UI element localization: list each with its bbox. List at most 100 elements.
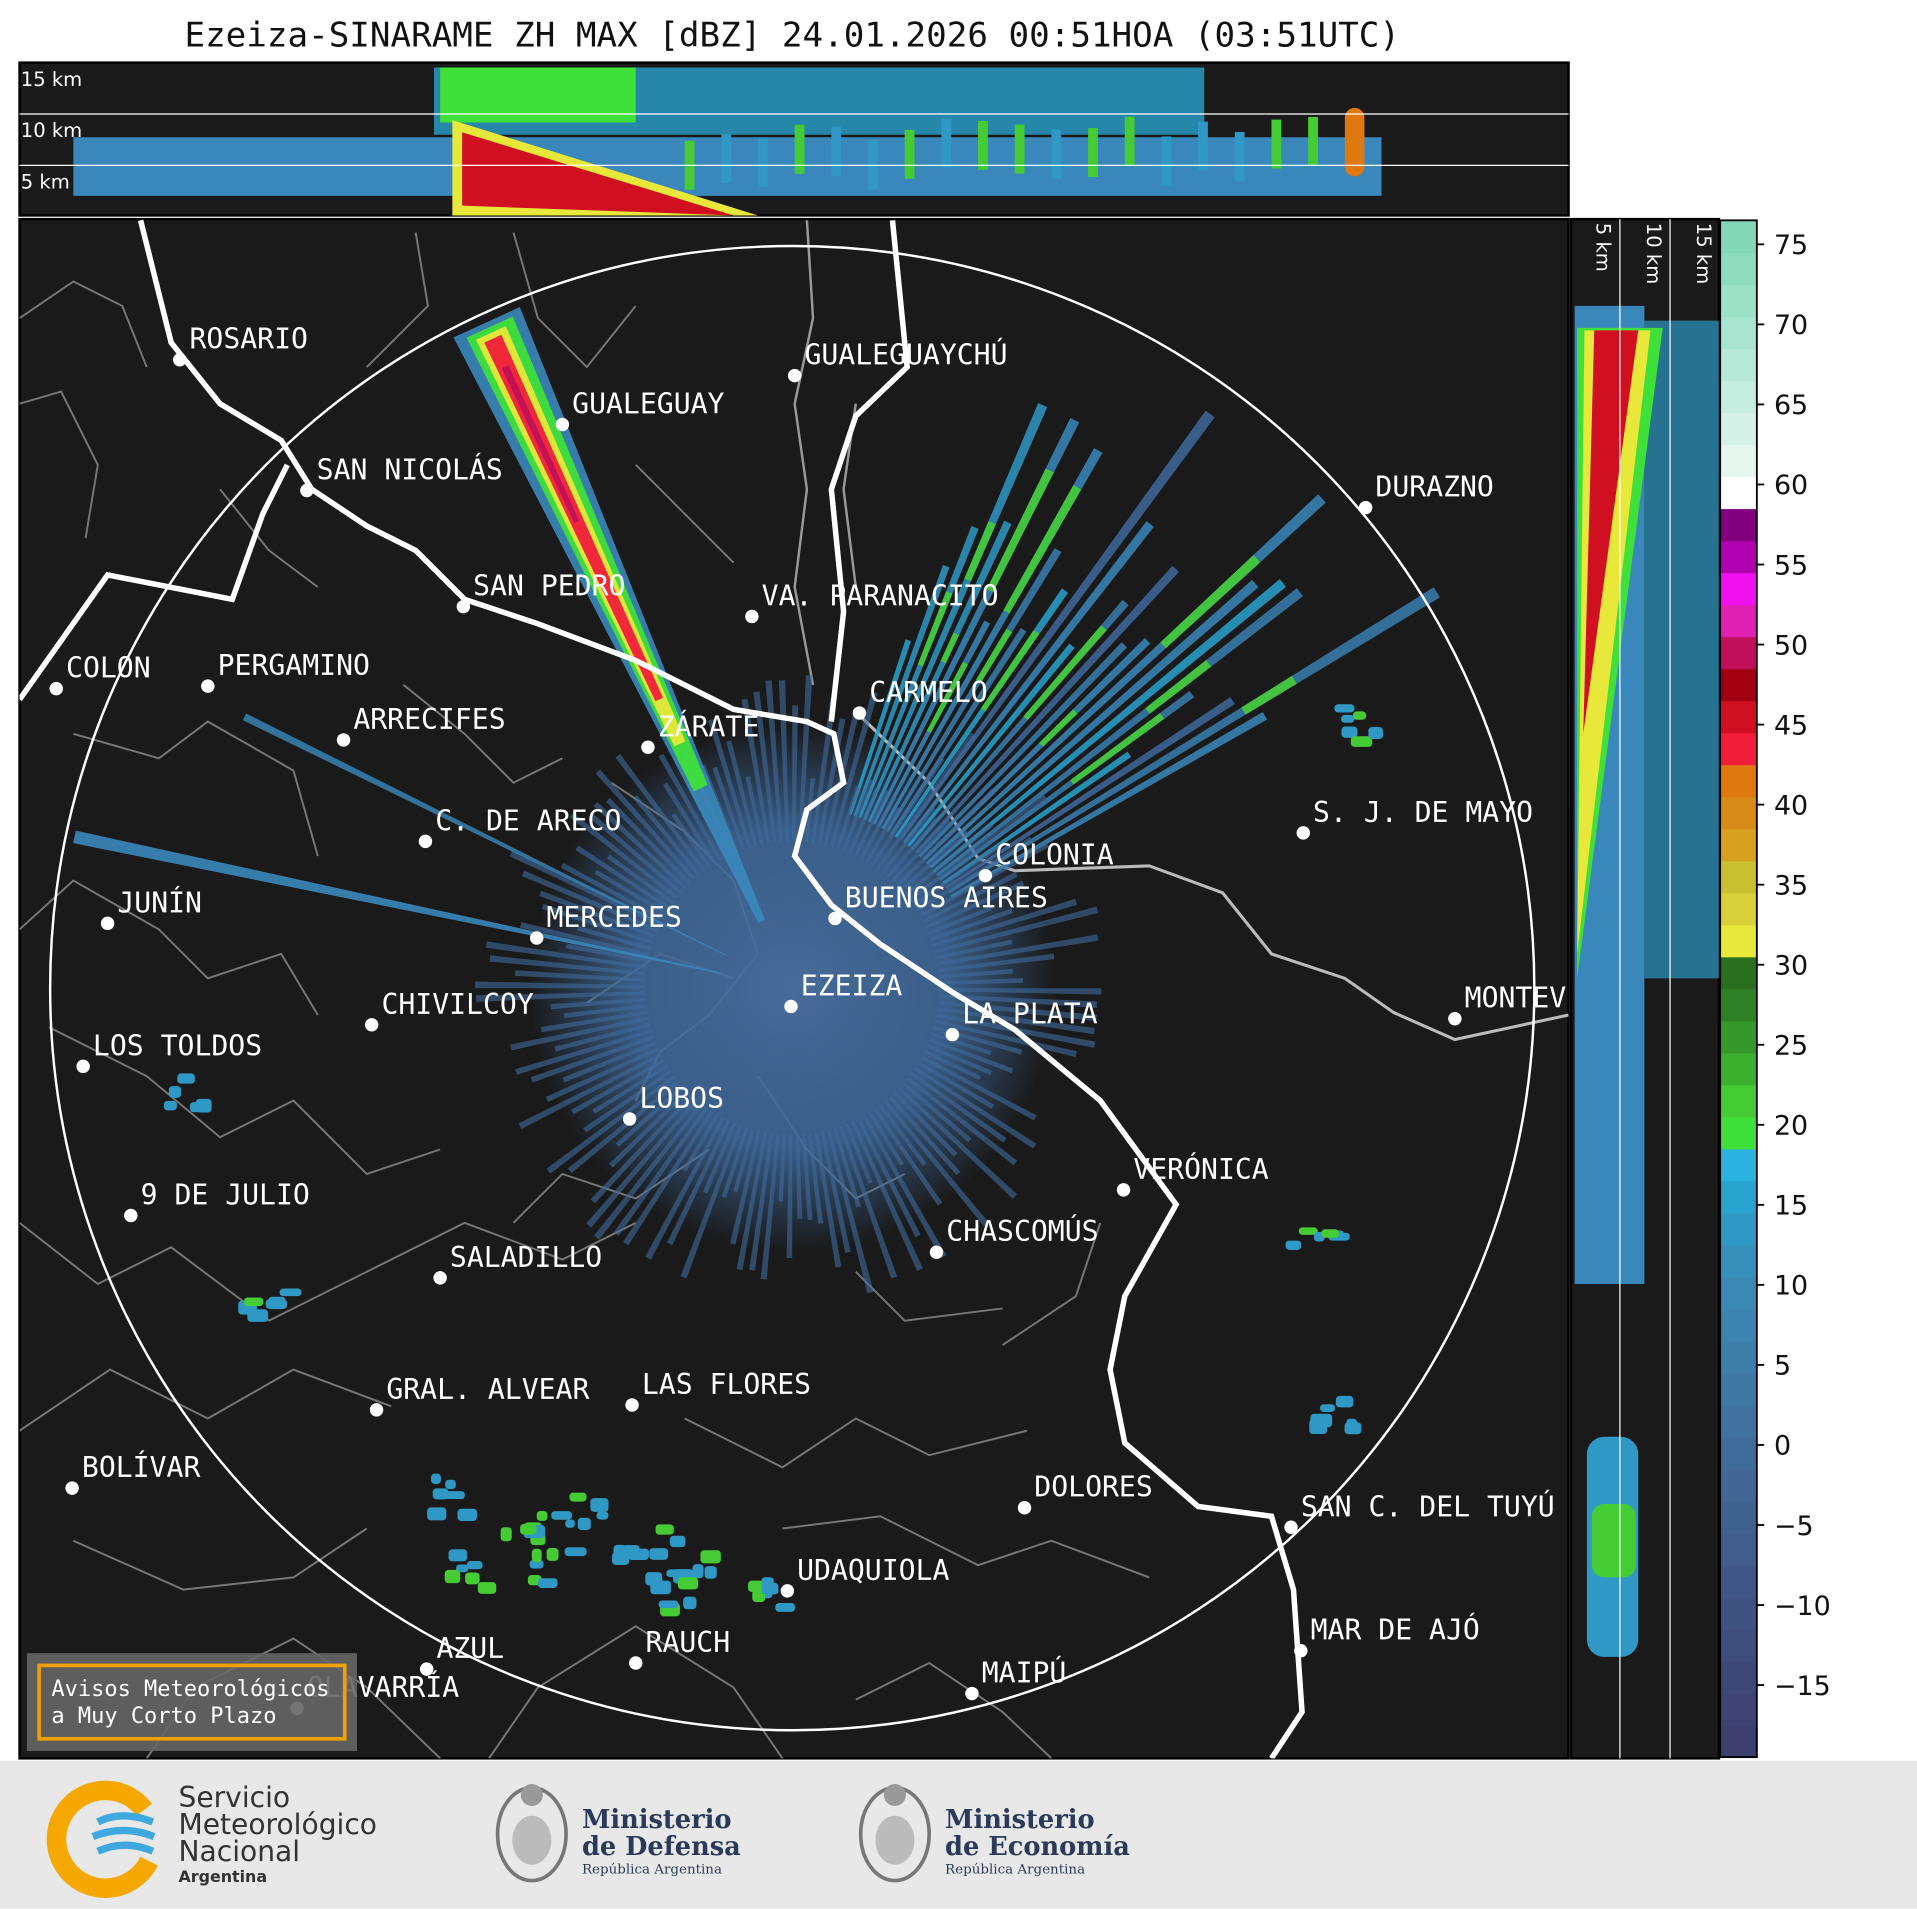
city-dot bbox=[945, 1027, 960, 1042]
echo-wedge bbox=[509, 850, 661, 927]
echo-wedge bbox=[930, 908, 1013, 941]
echo-wedge bbox=[801, 1134, 813, 1220]
echo-wedge bbox=[937, 953, 1055, 973]
tick-label: 50 bbox=[1774, 630, 1808, 661]
city-dot bbox=[49, 681, 63, 696]
echo-wedge bbox=[792, 705, 799, 842]
echo-wedge bbox=[903, 521, 1154, 844]
echo-wedge bbox=[749, 1133, 774, 1271]
color-band bbox=[1720, 988, 1757, 1022]
echo-wedge bbox=[589, 813, 682, 894]
color-band bbox=[1720, 1276, 1757, 1310]
echo-wedge bbox=[730, 1130, 761, 1245]
city-label: LOS TOLDOS bbox=[93, 1029, 262, 1062]
echo-wedge bbox=[926, 661, 968, 733]
echo-cell bbox=[978, 120, 988, 170]
color-band bbox=[1720, 1308, 1757, 1342]
color-band bbox=[1720, 1212, 1757, 1246]
echo-wedge bbox=[886, 547, 1062, 833]
echo-wedge bbox=[908, 795, 1048, 902]
logo-text: República Argentina bbox=[582, 1862, 722, 1877]
echo-wedge bbox=[900, 829, 969, 892]
echo-cell bbox=[431, 1473, 441, 1485]
city-label: COLON bbox=[66, 652, 151, 685]
river bbox=[19, 220, 911, 722]
echo-wedge bbox=[920, 1055, 1037, 1121]
echo-wedge bbox=[871, 756, 945, 867]
echo-wedge bbox=[839, 1125, 898, 1279]
echo-wedge bbox=[938, 968, 1014, 979]
color-band bbox=[1720, 1468, 1757, 1502]
echo-cell bbox=[704, 1566, 717, 1579]
city-dot bbox=[369, 1403, 384, 1417]
echo-wedge bbox=[910, 1072, 1007, 1143]
echo-cell bbox=[466, 1561, 483, 1570]
echo-wedge bbox=[1023, 625, 1107, 721]
echo-wedge bbox=[867, 520, 1012, 823]
echo-cell bbox=[195, 1098, 212, 1113]
echo-wedge bbox=[944, 697, 1235, 890]
echo-wedge bbox=[833, 1128, 861, 1208]
echo-wedge bbox=[515, 1029, 653, 1075]
echo-wedge bbox=[964, 521, 996, 582]
side-cross-section: 5 km 10 km 15 km bbox=[1569, 217, 1721, 1760]
echo-cell bbox=[645, 1572, 663, 1586]
range-ring bbox=[48, 244, 1536, 1732]
city-dot bbox=[76, 1059, 90, 1074]
echo-wedge bbox=[795, 1134, 803, 1219]
echo-wedge bbox=[935, 939, 1013, 960]
top-cross-section-part bbox=[73, 67, 1382, 216]
echo-wedge bbox=[554, 1023, 651, 1052]
echo-wedge bbox=[935, 588, 1304, 877]
echo-cell bbox=[500, 1527, 512, 1542]
city-label: DOLORES bbox=[1034, 1471, 1152, 1504]
city-label: BUENOS AIRES bbox=[845, 881, 1048, 914]
tick-label: 5 bbox=[1774, 1351, 1791, 1382]
echo-wedge bbox=[546, 1074, 676, 1174]
echo-cell bbox=[465, 1572, 480, 1585]
city-label: SAN PEDRO bbox=[473, 570, 625, 603]
color-band bbox=[1720, 1500, 1757, 1534]
echo-wedge bbox=[786, 1134, 793, 1259]
echo-cell bbox=[268, 1296, 286, 1310]
echo-cell bbox=[448, 1549, 468, 1562]
economia-logo-part bbox=[875, 1815, 915, 1865]
city-dot bbox=[555, 417, 570, 432]
city-dot bbox=[1116, 1183, 1131, 1197]
echo-wedge bbox=[501, 365, 580, 524]
echo-cell bbox=[455, 1564, 469, 1573]
color-band bbox=[1720, 316, 1757, 350]
echo-wedge bbox=[593, 801, 687, 890]
echo-cell bbox=[444, 1569, 461, 1584]
city-label: 9 DE JULIO bbox=[141, 1179, 310, 1212]
city-dot bbox=[1017, 1500, 1032, 1515]
echo-wedge bbox=[485, 941, 648, 969]
echo-cell bbox=[565, 1519, 576, 1528]
tick-label: 15 bbox=[1774, 1191, 1808, 1222]
color-band bbox=[1720, 956, 1757, 990]
echo-cell bbox=[1368, 727, 1384, 739]
echo-wedge bbox=[929, 1038, 1014, 1074]
color-band bbox=[1720, 1372, 1757, 1406]
echo-cell bbox=[700, 1550, 721, 1564]
echo-wedge bbox=[884, 1100, 990, 1227]
logo-text: República Argentina bbox=[945, 1862, 1085, 1877]
echo-wedge bbox=[859, 795, 897, 860]
color-band bbox=[1720, 828, 1757, 862]
echo-cell bbox=[536, 1511, 548, 1521]
color-band bbox=[1720, 1565, 1757, 1598]
footer-band bbox=[0, 1760, 1917, 1909]
notice-box: Avisos Meteorológicos a Muy Corto Plazo bbox=[26, 1653, 357, 1752]
city-label: ZÁRATE bbox=[658, 709, 760, 743]
echo-wedge bbox=[510, 1016, 649, 1051]
color-band bbox=[1720, 348, 1757, 382]
echo-wedge bbox=[975, 628, 1013, 683]
economia-logo: Ministerio de Economía República Argenti… bbox=[858, 1784, 1130, 1883]
city-label: AZUL bbox=[436, 1632, 504, 1665]
color-band bbox=[1720, 1180, 1757, 1214]
echo-wedge bbox=[593, 1102, 703, 1240]
echo-cell bbox=[279, 1288, 302, 1297]
color-band bbox=[1720, 764, 1757, 798]
echo-cell bbox=[537, 1578, 558, 1588]
echo-wedge bbox=[848, 787, 880, 854]
